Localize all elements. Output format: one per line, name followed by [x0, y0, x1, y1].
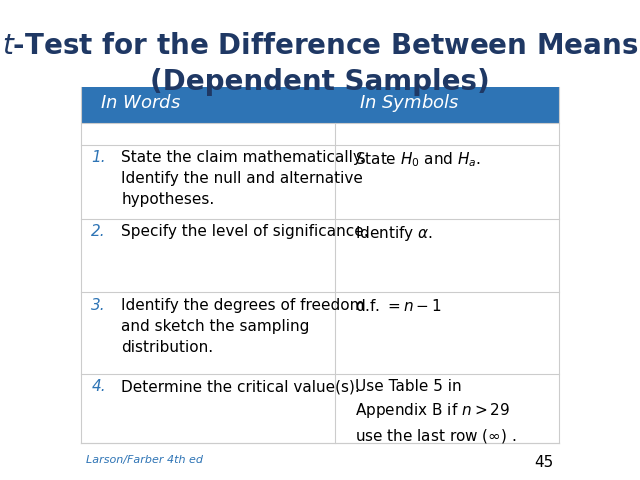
FancyBboxPatch shape	[81, 87, 559, 123]
Text: Identify $\alpha$.: Identify $\alpha$.	[355, 224, 433, 243]
Text: Specify the level of significance.: Specify the level of significance.	[121, 224, 369, 239]
Text: 2.: 2.	[92, 224, 106, 239]
Text: $\mathit{t}$-Test for the Difference Between Means
(Dependent Samples): $\mathit{t}$-Test for the Difference Bet…	[2, 33, 638, 96]
Text: 1.: 1.	[92, 150, 106, 165]
Text: d.f. $= n - 1$: d.f. $= n - 1$	[355, 298, 442, 314]
Text: Use Table 5 in
Appendix B if $n > 29$
use the last row $(∞)$ .: Use Table 5 in Appendix B if $n > 29$ us…	[355, 379, 516, 445]
Text: Larson/Farber 4th ed: Larson/Farber 4th ed	[86, 455, 204, 465]
Text: 3.: 3.	[92, 298, 106, 313]
Text: Identify the degrees of freedom
and sketch the sampling
distribution.: Identify the degrees of freedom and sket…	[121, 298, 365, 355]
Text: State $H_0$ and $H_a$.: State $H_0$ and $H_a$.	[355, 150, 481, 169]
Text: $\mathit{In\ Symbols}$: $\mathit{In\ Symbols}$	[359, 92, 460, 114]
Text: 4.: 4.	[92, 379, 106, 395]
Text: State the claim mathematically.
Identify the null and alternative
hypotheses.: State the claim mathematically. Identify…	[121, 150, 365, 207]
Text: 45: 45	[534, 455, 554, 470]
Text: Determine the critical value(s).: Determine the critical value(s).	[121, 379, 360, 395]
Text: $\mathit{In\ Words}$: $\mathit{In\ Words}$	[100, 94, 182, 112]
